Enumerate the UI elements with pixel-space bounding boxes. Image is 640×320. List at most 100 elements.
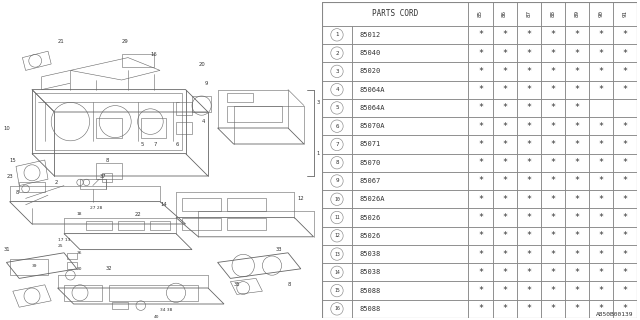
Text: 27 28: 27 28 <box>90 206 102 210</box>
Bar <box>564 227 589 245</box>
Bar <box>564 99 589 117</box>
Bar <box>493 26 516 44</box>
Bar <box>541 245 564 263</box>
Text: *: * <box>478 304 483 313</box>
Bar <box>322 44 352 62</box>
Text: 85040: 85040 <box>360 50 381 56</box>
Text: *: * <box>623 85 627 94</box>
Bar <box>150 221 170 230</box>
Bar <box>102 173 112 182</box>
Text: *: * <box>550 250 556 259</box>
Bar <box>589 300 613 318</box>
Text: 90: 90 <box>598 10 604 17</box>
Text: 13: 13 <box>334 252 340 257</box>
Bar <box>613 135 637 154</box>
Bar <box>564 245 589 263</box>
Text: *: * <box>550 158 556 167</box>
Bar <box>493 172 516 190</box>
Text: *: * <box>478 103 483 112</box>
Bar <box>516 190 541 208</box>
Text: 8: 8 <box>335 160 339 165</box>
Bar <box>96 118 122 138</box>
Text: 85064A: 85064A <box>360 87 385 93</box>
Bar <box>493 2 516 26</box>
Bar <box>589 154 613 172</box>
Text: 15: 15 <box>334 288 340 293</box>
Text: *: * <box>526 158 531 167</box>
Bar <box>468 117 493 135</box>
Text: *: * <box>502 140 507 149</box>
Bar <box>80 179 106 189</box>
Bar <box>589 208 613 227</box>
Text: 85070A: 85070A <box>360 123 385 129</box>
Text: *: * <box>502 49 507 58</box>
Text: *: * <box>574 85 579 94</box>
Bar <box>589 99 613 117</box>
Bar <box>493 62 516 81</box>
Bar <box>468 172 493 190</box>
Bar <box>613 282 637 300</box>
Text: *: * <box>526 140 531 149</box>
Text: 21: 21 <box>58 39 65 44</box>
Bar <box>589 263 613 282</box>
Text: 5: 5 <box>141 141 144 147</box>
Text: *: * <box>623 213 627 222</box>
Bar <box>227 106 282 122</box>
Text: *: * <box>502 304 507 313</box>
Bar <box>352 172 468 190</box>
Text: *: * <box>598 268 604 277</box>
Bar <box>352 81 468 99</box>
Bar <box>589 117 613 135</box>
Bar <box>64 285 102 301</box>
Text: *: * <box>574 158 579 167</box>
Text: *: * <box>550 231 556 240</box>
Bar <box>322 117 352 135</box>
Text: *: * <box>598 140 604 149</box>
Bar <box>468 300 493 318</box>
Text: *: * <box>574 250 579 259</box>
Text: 88: 88 <box>550 10 556 17</box>
Bar <box>541 62 564 81</box>
Text: 17 13: 17 13 <box>58 238 70 242</box>
Bar <box>516 282 541 300</box>
Text: 9: 9 <box>335 179 339 183</box>
Text: *: * <box>574 177 579 186</box>
Text: 5: 5 <box>335 105 339 110</box>
Bar <box>67 262 77 269</box>
Text: 7: 7 <box>335 142 339 147</box>
Bar <box>613 172 637 190</box>
Text: 16: 16 <box>334 306 340 311</box>
Bar <box>493 81 516 99</box>
Text: *: * <box>526 103 531 112</box>
Bar <box>564 26 589 44</box>
Bar <box>227 198 266 211</box>
Bar <box>468 154 493 172</box>
Bar <box>322 172 352 190</box>
Bar <box>541 44 564 62</box>
Text: *: * <box>598 177 604 186</box>
Bar <box>322 300 352 318</box>
Bar <box>613 245 637 263</box>
Text: *: * <box>574 286 579 295</box>
Text: *: * <box>574 195 579 204</box>
Bar <box>589 245 613 263</box>
Text: *: * <box>526 250 531 259</box>
Text: 85026: 85026 <box>360 214 381 220</box>
Text: *: * <box>502 122 507 131</box>
Text: *: * <box>550 140 556 149</box>
Text: 3: 3 <box>317 100 320 105</box>
Bar <box>613 154 637 172</box>
Bar <box>468 44 493 62</box>
Bar <box>19 182 45 192</box>
Bar <box>352 26 468 44</box>
Text: *: * <box>526 30 531 39</box>
Text: 33: 33 <box>275 247 282 252</box>
Text: *: * <box>623 195 627 204</box>
Text: *: * <box>574 140 579 149</box>
Bar <box>516 227 541 245</box>
Bar <box>227 218 266 230</box>
Text: *: * <box>478 158 483 167</box>
Text: *: * <box>478 177 483 186</box>
Text: *: * <box>623 250 627 259</box>
Text: 2: 2 <box>335 51 339 56</box>
